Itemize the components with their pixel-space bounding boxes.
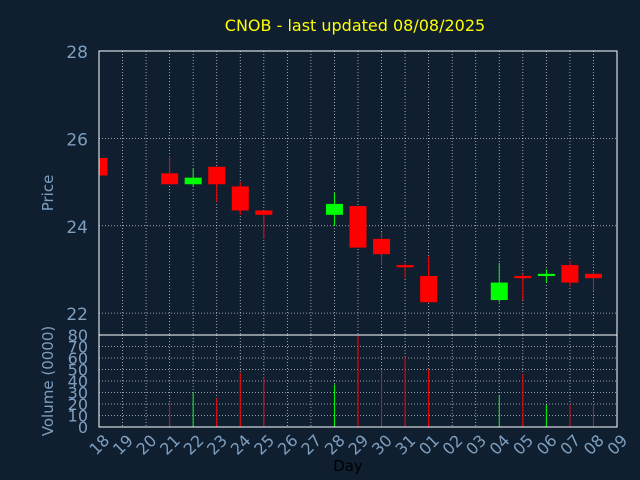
price-y-ticks: 22 24 26 28 (66, 43, 88, 325)
volume-y-tick-label: 20 (68, 395, 88, 414)
volume-y-tick-label: 50 (68, 361, 88, 380)
volume-y-tick-label: 80 (68, 326, 88, 345)
candlestick (255, 210, 273, 239)
candlestick (161, 155, 179, 185)
candle-body (561, 265, 579, 283)
candle-body (349, 206, 367, 248)
x-tick-labels: 1819202122232425262728293031010203040506… (85, 431, 631, 459)
candle-body (99, 158, 108, 176)
x-axis-label: Day (333, 457, 363, 475)
chart-title: CNOB - last updated 08/08/2025 (225, 16, 485, 35)
candlestick (584, 271, 602, 292)
candlestick (490, 262, 508, 303)
candle-body (184, 177, 202, 185)
candlestick (349, 206, 367, 248)
volume-y-label: Volume (0000) (39, 326, 57, 436)
candle-body (514, 276, 532, 279)
candlestick (208, 166, 226, 202)
candle-body (537, 273, 555, 277)
candlestick (420, 256, 438, 303)
price-y-tick-label: 28 (66, 43, 88, 63)
candlestick (325, 193, 343, 226)
price-y-label: Price (39, 175, 57, 212)
volume-y-tick-label: 70 (68, 338, 88, 357)
candle-body (490, 282, 508, 301)
candle-body (373, 238, 391, 255)
candle-body (161, 173, 179, 185)
price-y-tick-label: 26 (66, 130, 88, 150)
candle-body (231, 186, 249, 211)
volume-y-tick-label: 10 (68, 407, 88, 426)
candle-body (325, 203, 343, 215)
candlestick (514, 273, 532, 301)
price-candles (98, 155, 602, 303)
candle-body (584, 273, 602, 279)
x-tick-label: 09 (603, 431, 631, 459)
candlestick (231, 182, 249, 215)
volume-bars (169, 335, 594, 427)
candlestick (396, 262, 414, 279)
candle-body (396, 265, 414, 268)
volume-y-tick-label: 30 (68, 384, 88, 403)
volume-y-tick-label: 40 (68, 372, 88, 391)
candlestick (561, 260, 579, 287)
candlestick (537, 269, 555, 283)
volume-y-tick-label: 60 (68, 349, 88, 368)
volume-panel-frame (98, 334, 618, 428)
candlestick (184, 168, 202, 187)
price-y-tick-label: 24 (66, 218, 88, 238)
candle-body (255, 210, 273, 215)
volume-y-tick-label: 0 (78, 418, 88, 437)
candle-body (208, 166, 226, 185)
price-grid (98, 50, 618, 335)
price-y-tick-label: 22 (66, 305, 88, 325)
candle-body (420, 276, 438, 303)
candlestick (373, 232, 391, 266)
candlestick (98, 158, 108, 178)
